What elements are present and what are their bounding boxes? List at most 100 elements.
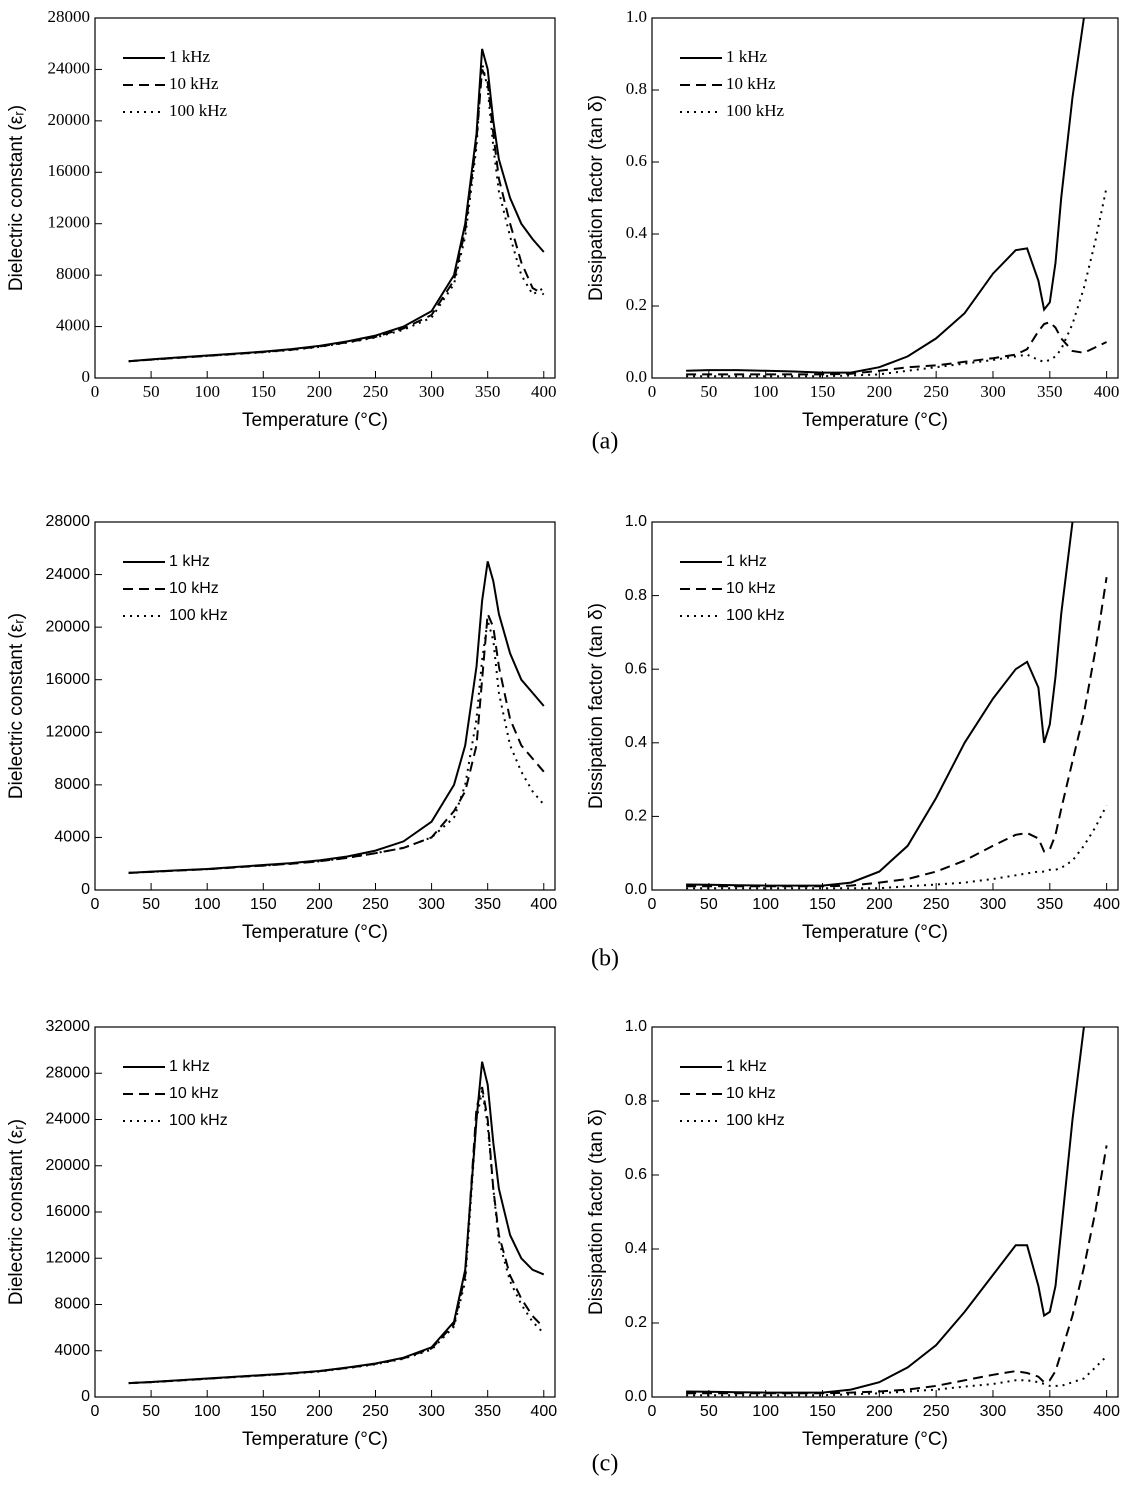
series-line — [686, 17, 1085, 374]
chart: 0 50 100 150 200 250 300 350 400 0.0 0.2 0.4 0.6 0.8 1… — [586, 7, 1119, 455]
legend-label: 100 kHz — [726, 607, 785, 624]
y-tick-label: 1.0 — [625, 513, 647, 530]
x-tick-label: 0 — [91, 382, 100, 401]
series-line — [128, 1090, 545, 1385]
chart: 0 50 100 150 200 250 300 350 400 0.0 0.2 0.4 0.6 0.8 1… — [586, 513, 1120, 971]
x-tick-label: 350 — [474, 896, 501, 913]
x-tick-label: 200 — [306, 1403, 333, 1420]
y-tick-label: 0.0 — [625, 1388, 647, 1405]
series-line — [686, 521, 1074, 887]
series-line — [128, 1086, 545, 1385]
x-tick-label: 100 — [753, 382, 779, 401]
x-tick-label: 0 — [91, 1403, 100, 1420]
y-tick-label: 16000 — [48, 161, 91, 180]
y-tick-label: 20000 — [48, 110, 91, 129]
x-tick-label: 400 — [1094, 382, 1120, 401]
y-tick-label: 24000 — [46, 566, 91, 583]
plot-frame — [651, 17, 1119, 379]
series-line — [128, 620, 545, 874]
x-tick-label: 150 — [809, 896, 836, 913]
x-tick-label: 100 — [194, 382, 220, 401]
series-line — [686, 1026, 1085, 1394]
panel-caption: (c) — [592, 1451, 619, 1477]
y-axis-title: Dielectric constant (εᵣ) — [6, 105, 27, 291]
y-tick-label: 32000 — [46, 1018, 91, 1035]
y-tick-label: 24000 — [46, 1111, 91, 1128]
x-tick-label: 300 — [419, 382, 445, 401]
chart: 0 50 100 150 200 250 300 350 4000400080001200016… — [6, 513, 557, 943]
legend-label: 1 kHz — [169, 1058, 210, 1075]
y-tick-label: 0.6 — [626, 151, 647, 170]
y-tick-label: 0.0 — [625, 881, 647, 898]
x-tick-label: 300 — [980, 896, 1007, 913]
y-tick-label: 4000 — [54, 1342, 90, 1359]
chart: 0 50 100 150 200 250 300 350 4000400080001200016… — [6, 1018, 557, 1450]
series-line — [686, 1145, 1108, 1395]
y-tick-label: 28000 — [46, 513, 91, 530]
x-tick-label: 250 — [923, 382, 949, 401]
x-tick-label: 400 — [530, 1403, 557, 1420]
y-tick-label: 0 — [81, 1388, 90, 1405]
x-tick-label: 350 — [474, 1403, 501, 1420]
y-tick-label: 0.8 — [626, 79, 647, 98]
y-tick-label: 0.4 — [625, 734, 647, 751]
x-tick-label: 200 — [307, 382, 333, 401]
x-tick-label: 300 — [418, 896, 445, 913]
x-tick-label: 0 — [648, 896, 657, 913]
x-tick-label: 150 — [250, 1403, 277, 1420]
x-tick-label: 50 — [700, 896, 718, 913]
x-tick-label: 50 — [142, 896, 160, 913]
x-tick-label: 0 — [91, 896, 100, 913]
legend-label: 10 kHz — [726, 580, 776, 597]
plot-frame — [94, 1026, 556, 1398]
legend-label: 1 kHz — [169, 553, 210, 570]
x-tick-label: 50 — [143, 382, 160, 401]
y-tick-label: 12000 — [46, 1249, 91, 1266]
y-tick-label: 0.0 — [626, 367, 647, 386]
series-line — [128, 69, 545, 363]
legend-label: 100 kHz — [169, 101, 228, 120]
x-tick-label: 150 — [250, 896, 277, 913]
x-axis-title: Temperature (°C) — [802, 1429, 948, 1450]
x-tick-label: 250 — [923, 896, 950, 913]
chart: 0 50 100 150 200 250 300 350 400 0.0 0.2 0.4 0.6 0.8 1… — [586, 1018, 1120, 1476]
y-tick-label: 0.4 — [626, 223, 648, 242]
series-line — [128, 613, 545, 874]
y-tick-label: 8000 — [54, 1296, 90, 1313]
x-tick-label: 0 — [648, 382, 657, 401]
y-tick-label: 28000 — [48, 7, 91, 26]
x-tick-label: 100 — [194, 1403, 221, 1420]
legend-label: 1 kHz — [726, 553, 767, 570]
y-tick-label: 0.2 — [625, 808, 647, 825]
x-axis-title: Temperature (°C) — [242, 1429, 388, 1450]
y-tick-label: 0.4 — [625, 1240, 647, 1257]
y-tick-label: 0 — [82, 367, 91, 386]
x-tick-label: 300 — [980, 1403, 1007, 1420]
y-axis-title: Dissipation factor (tan δ) — [586, 1109, 607, 1315]
y-tick-label: 8000 — [54, 776, 90, 793]
x-tick-label: 250 — [923, 1403, 950, 1420]
y-tick-label: 1.0 — [625, 1018, 647, 1035]
x-tick-label: 350 — [475, 382, 501, 401]
legend-label: 10 kHz — [726, 74, 776, 93]
y-tick-label: 8000 — [56, 264, 90, 283]
y-axis-title: Dielectric constant (εᵣ) — [6, 1119, 27, 1305]
x-tick-label: 100 — [194, 896, 221, 913]
legend-label: 10 kHz — [169, 74, 219, 93]
x-tick-label: 400 — [1093, 1403, 1120, 1420]
x-tick-label: 150 — [809, 1403, 836, 1420]
y-tick-label: 16000 — [46, 671, 91, 688]
x-tick-label: 250 — [362, 896, 389, 913]
legend-label: 10 kHz — [169, 1085, 219, 1102]
x-tick-label: 400 — [530, 896, 557, 913]
plot-frame — [651, 1026, 1119, 1398]
x-tick-label: 200 — [306, 896, 333, 913]
y-axis-title: Dielectric constant (εᵣ) — [6, 613, 27, 799]
y-tick-label: 20000 — [46, 618, 91, 635]
y-tick-label: 0 — [81, 881, 90, 898]
legend-label: 1 kHz — [726, 47, 768, 66]
x-tick-label: 400 — [531, 382, 557, 401]
x-tick-label: 100 — [752, 1403, 779, 1420]
x-tick-label: 350 — [1036, 896, 1063, 913]
